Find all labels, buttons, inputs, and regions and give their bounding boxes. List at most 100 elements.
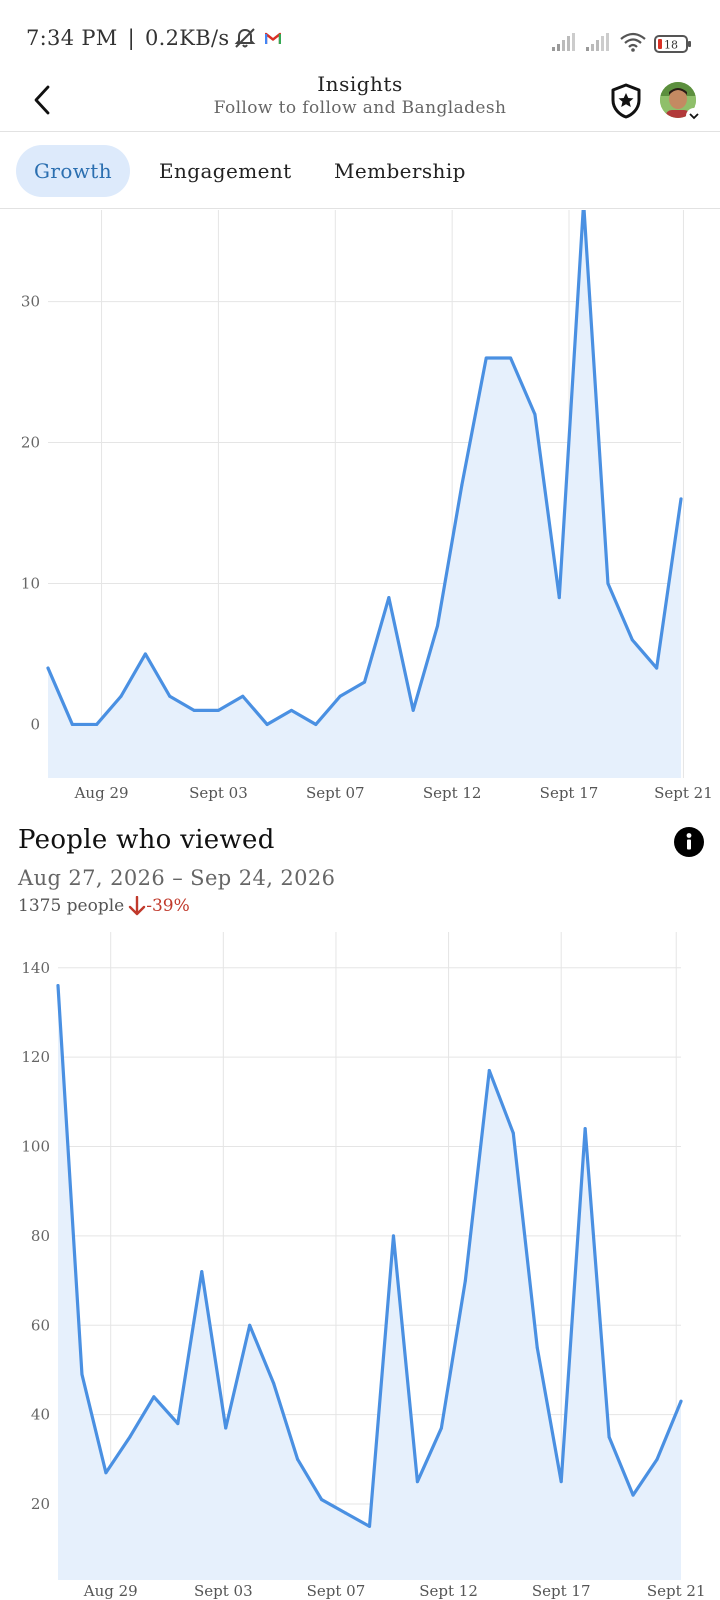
x-tick-label: Sept 17 [540,784,599,802]
viewer-delta: -39% [128,894,190,918]
data-point [607,1435,611,1439]
data-point [320,1498,324,1502]
data-point [511,1131,515,1135]
chevron-left-icon [34,85,50,115]
insights-tabs: Growth Engagement Membership [0,133,720,209]
data-point [272,1381,276,1385]
data-point [344,1511,348,1515]
data-point [391,1234,395,1238]
tab-engagement[interactable]: Engagement [159,159,292,183]
tab-growth[interactable]: Growth [16,145,131,197]
tab-membership[interactable]: Membership [334,159,466,183]
data-point [415,1480,419,1484]
data-point [128,1435,132,1439]
header-titles: Insights Follow to follow and Bangladesh [140,72,580,120]
info-button[interactable] [674,827,704,857]
data-point [655,666,659,670]
x-tick-label: Sept 07 [307,1582,366,1600]
x-tick-label: Sept 21 [647,1582,706,1600]
y-tick-label: 40 [31,1406,50,1424]
y-tick-label: 100 [21,1138,50,1156]
arrow-down-icon [129,896,146,916]
status-separator: | [127,26,135,50]
growth-chart: 0 10 20 30 Aug 29 Sept 03 Sept 07 Sept 12 Sept 1… [21,210,713,802]
viewer-count: 1375 people [18,896,125,916]
data-point [70,722,74,726]
signal-icon [552,33,578,55]
data-point [583,1127,587,1131]
data-point [241,694,245,698]
x-tick-label: Sept 12 [419,1582,478,1600]
date-range: Aug 27, 2026 – Sep 24, 2026 [18,866,336,890]
page-subtitle: Follow to follow and Bangladesh [213,98,507,118]
x-tick-label: Sept 12 [423,784,482,802]
status-bar: 7:34 PM | 0.2KB/s [0,0,720,72]
battery-icon: 18 [654,35,692,53]
data-point [56,984,60,988]
series-area [48,210,681,778]
data-point [95,722,99,726]
data-point [411,708,415,712]
page-title: Insights [317,72,403,96]
delta-percent: -39% [146,896,190,916]
signal-icon [586,33,612,55]
x-tick-label: Aug 29 [83,1582,138,1600]
y-tick-label: 120 [21,1048,50,1066]
info-icon [686,833,692,850]
data-point [176,1422,180,1426]
data-point [436,624,440,628]
y-tick-label: 60 [31,1316,50,1334]
data-point [192,708,196,712]
data-point [168,694,172,698]
data-point [655,1457,659,1461]
chevron-down-icon [686,108,702,124]
status-right: 18 [552,32,692,56]
x-tick-label: Sept 07 [306,784,365,802]
viewer-stats: 1375 people -39% [18,894,708,918]
y-tick-label: 10 [21,574,40,592]
data-point [296,1457,300,1461]
x-tick-label: Sept 21 [654,784,713,802]
data-point [535,1346,539,1350]
data-point [224,1426,228,1430]
profile-menu[interactable] [660,82,702,124]
data-point [200,1270,204,1274]
data-point [439,1426,443,1430]
shield-star-icon [611,83,641,119]
y-tick-label: 20 [31,1495,50,1513]
y-tick-label: 80 [31,1227,50,1245]
data-point [80,1372,84,1376]
back-button[interactable] [26,82,58,118]
y-tick-label: 30 [21,293,40,311]
data-point [152,1395,156,1399]
data-point [559,1480,563,1484]
x-tick-label: Sept 17 [532,1582,591,1600]
data-point [289,708,293,712]
battery-level: 18 [664,39,678,52]
section-title: People who viewed [18,825,275,855]
data-point [143,652,147,656]
data-point [104,1471,108,1475]
x-tick-label: Sept 03 [189,784,248,802]
data-point [463,1279,467,1283]
x-tick-label: Aug 29 [74,784,129,802]
data-point [216,708,220,712]
people-viewed-section: People who viewed Aug 27, 2026 – Sep 24,… [18,822,708,918]
data-point [606,581,610,585]
data-point [387,596,391,600]
data-point [487,1069,491,1073]
y-tick-label: 20 [21,434,40,452]
status-time: 7:34 PM [26,26,118,50]
data-point [119,694,123,698]
data-point [248,1323,252,1327]
shield-button[interactable] [608,82,644,120]
data-point [631,1493,635,1497]
data-point [338,694,342,698]
data-point [557,596,561,600]
data-point [484,356,488,360]
gmail-icon [265,32,282,45]
data-point [460,483,464,487]
data-point [509,356,513,360]
app-header: Insights Follow to follow and Bangladesh [0,72,720,132]
data-point [314,722,318,726]
